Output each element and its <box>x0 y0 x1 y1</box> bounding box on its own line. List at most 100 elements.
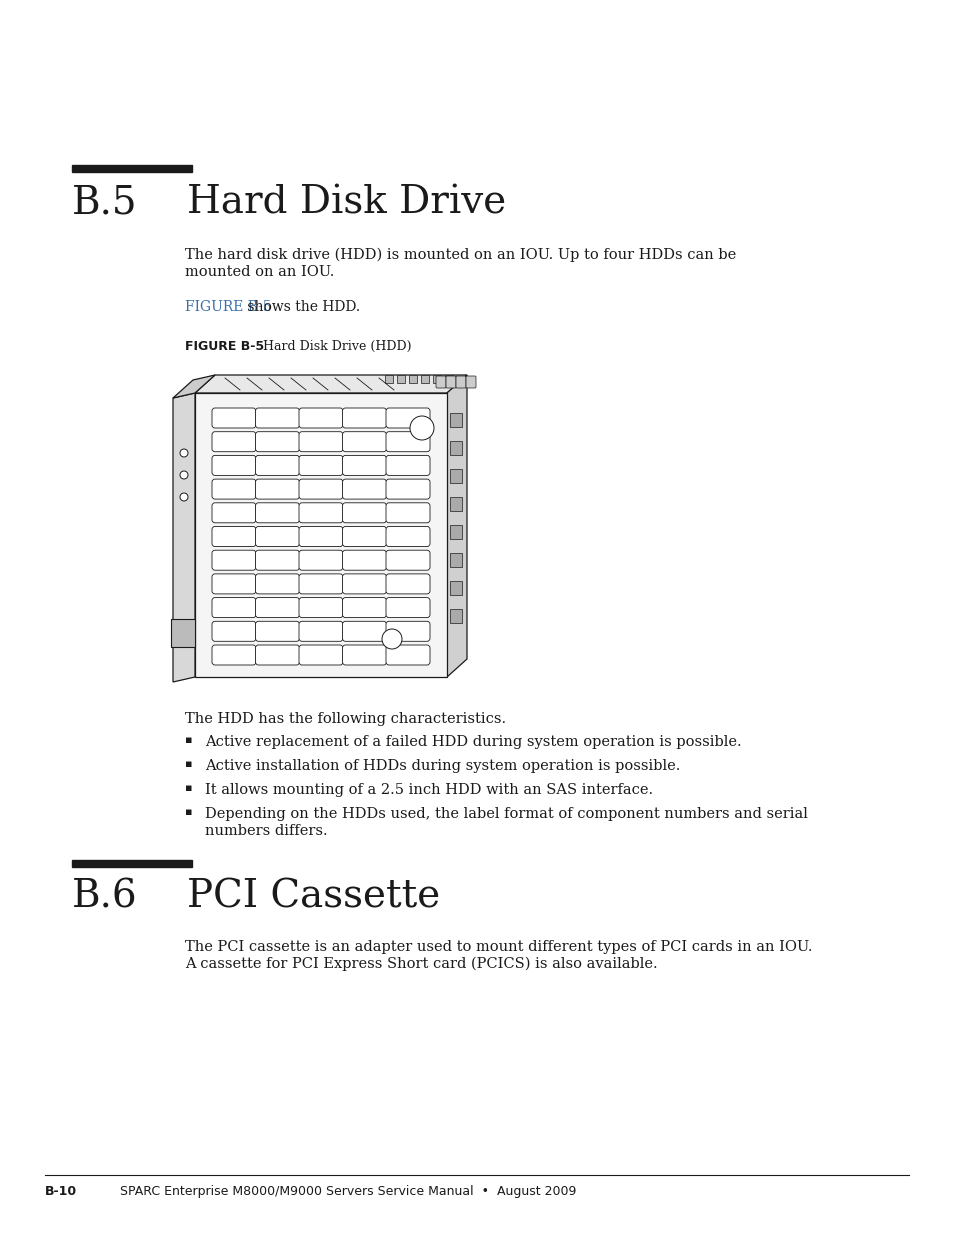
FancyBboxPatch shape <box>342 598 386 618</box>
FancyBboxPatch shape <box>342 621 386 641</box>
FancyBboxPatch shape <box>212 408 255 429</box>
Text: FIGURE B-5: FIGURE B-5 <box>185 340 264 353</box>
Text: ▪: ▪ <box>185 806 193 818</box>
FancyBboxPatch shape <box>298 432 343 452</box>
FancyBboxPatch shape <box>255 551 299 571</box>
FancyBboxPatch shape <box>298 408 343 429</box>
Bar <box>171 619 194 647</box>
Bar <box>450 553 461 567</box>
FancyBboxPatch shape <box>342 645 386 664</box>
Text: The hard disk drive (HDD) is mounted on an IOU. Up to four HDDs can be: The hard disk drive (HDD) is mounted on … <box>185 248 736 262</box>
Bar <box>450 525 461 538</box>
Bar <box>450 469 461 483</box>
FancyBboxPatch shape <box>298 551 343 571</box>
FancyBboxPatch shape <box>255 432 299 452</box>
Polygon shape <box>194 375 467 393</box>
FancyBboxPatch shape <box>212 456 255 475</box>
Text: The HDD has the following characteristics.: The HDD has the following characteristic… <box>185 713 506 726</box>
Text: ▪: ▪ <box>185 760 193 769</box>
Text: ▪: ▪ <box>185 735 193 745</box>
FancyBboxPatch shape <box>342 526 386 547</box>
Circle shape <box>180 471 188 479</box>
FancyBboxPatch shape <box>255 574 299 594</box>
Bar <box>450 412 461 427</box>
FancyBboxPatch shape <box>255 645 299 664</box>
FancyBboxPatch shape <box>386 551 430 571</box>
Polygon shape <box>194 393 447 677</box>
FancyBboxPatch shape <box>436 375 446 388</box>
Bar <box>71 860 192 867</box>
FancyBboxPatch shape <box>298 598 343 618</box>
FancyBboxPatch shape <box>255 479 299 499</box>
Text: shows the HDD.: shows the HDD. <box>243 300 359 314</box>
FancyBboxPatch shape <box>386 621 430 641</box>
FancyBboxPatch shape <box>212 551 255 571</box>
Text: numbers differs.: numbers differs. <box>205 824 327 839</box>
Text: Hard Disk Drive (HDD): Hard Disk Drive (HDD) <box>247 340 411 353</box>
FancyBboxPatch shape <box>456 375 465 388</box>
Text: mounted on an IOU.: mounted on an IOU. <box>185 266 334 279</box>
Bar <box>396 375 405 383</box>
Circle shape <box>381 629 401 650</box>
FancyBboxPatch shape <box>386 598 430 618</box>
FancyBboxPatch shape <box>298 479 343 499</box>
FancyBboxPatch shape <box>212 526 255 547</box>
FancyBboxPatch shape <box>255 503 299 522</box>
FancyBboxPatch shape <box>342 408 386 429</box>
FancyBboxPatch shape <box>446 375 456 388</box>
FancyBboxPatch shape <box>255 408 299 429</box>
FancyBboxPatch shape <box>212 621 255 641</box>
Text: A cassette for PCI Express Short card (PCICS) is also available.: A cassette for PCI Express Short card (P… <box>185 957 657 972</box>
FancyBboxPatch shape <box>298 456 343 475</box>
Text: FIGURE B-5: FIGURE B-5 <box>185 300 272 314</box>
FancyBboxPatch shape <box>255 526 299 547</box>
FancyBboxPatch shape <box>342 432 386 452</box>
FancyBboxPatch shape <box>386 432 430 452</box>
Text: Active replacement of a failed HDD during system operation is possible.: Active replacement of a failed HDD durin… <box>205 735 740 748</box>
Bar <box>450 441 461 454</box>
Circle shape <box>180 450 188 457</box>
FancyBboxPatch shape <box>212 598 255 618</box>
FancyBboxPatch shape <box>386 526 430 547</box>
FancyBboxPatch shape <box>386 408 430 429</box>
FancyBboxPatch shape <box>342 551 386 571</box>
Polygon shape <box>447 375 467 677</box>
FancyBboxPatch shape <box>298 645 343 664</box>
Text: Active installation of HDDs during system operation is possible.: Active installation of HDDs during syste… <box>205 760 679 773</box>
FancyBboxPatch shape <box>386 574 430 594</box>
FancyBboxPatch shape <box>212 479 255 499</box>
FancyBboxPatch shape <box>342 479 386 499</box>
Bar <box>71 165 192 172</box>
Bar <box>444 375 453 383</box>
Bar <box>450 496 461 511</box>
Text: B.6: B.6 <box>71 878 137 915</box>
FancyBboxPatch shape <box>386 479 430 499</box>
Polygon shape <box>172 375 214 398</box>
Bar <box>409 375 416 383</box>
FancyBboxPatch shape <box>212 574 255 594</box>
Text: Depending on the HDDs used, the label format of component numbers and serial: Depending on the HDDs used, the label fo… <box>205 806 807 821</box>
Text: PCI Cassette: PCI Cassette <box>187 878 439 915</box>
Bar <box>450 580 461 595</box>
FancyBboxPatch shape <box>342 456 386 475</box>
FancyBboxPatch shape <box>212 503 255 522</box>
FancyBboxPatch shape <box>298 574 343 594</box>
Bar <box>420 375 429 383</box>
FancyBboxPatch shape <box>386 503 430 522</box>
Text: B-10: B-10 <box>45 1186 77 1198</box>
FancyBboxPatch shape <box>298 503 343 522</box>
Bar <box>450 609 461 622</box>
FancyBboxPatch shape <box>255 456 299 475</box>
Polygon shape <box>172 393 194 682</box>
FancyBboxPatch shape <box>212 432 255 452</box>
FancyBboxPatch shape <box>342 503 386 522</box>
FancyBboxPatch shape <box>386 645 430 664</box>
Circle shape <box>410 416 434 440</box>
FancyBboxPatch shape <box>298 526 343 547</box>
FancyBboxPatch shape <box>255 598 299 618</box>
Text: SPARC Enterprise M8000/M9000 Servers Service Manual  •  August 2009: SPARC Enterprise M8000/M9000 Servers Ser… <box>120 1186 576 1198</box>
FancyBboxPatch shape <box>386 456 430 475</box>
FancyBboxPatch shape <box>255 621 299 641</box>
Text: B.5: B.5 <box>71 185 137 222</box>
Circle shape <box>180 493 188 501</box>
